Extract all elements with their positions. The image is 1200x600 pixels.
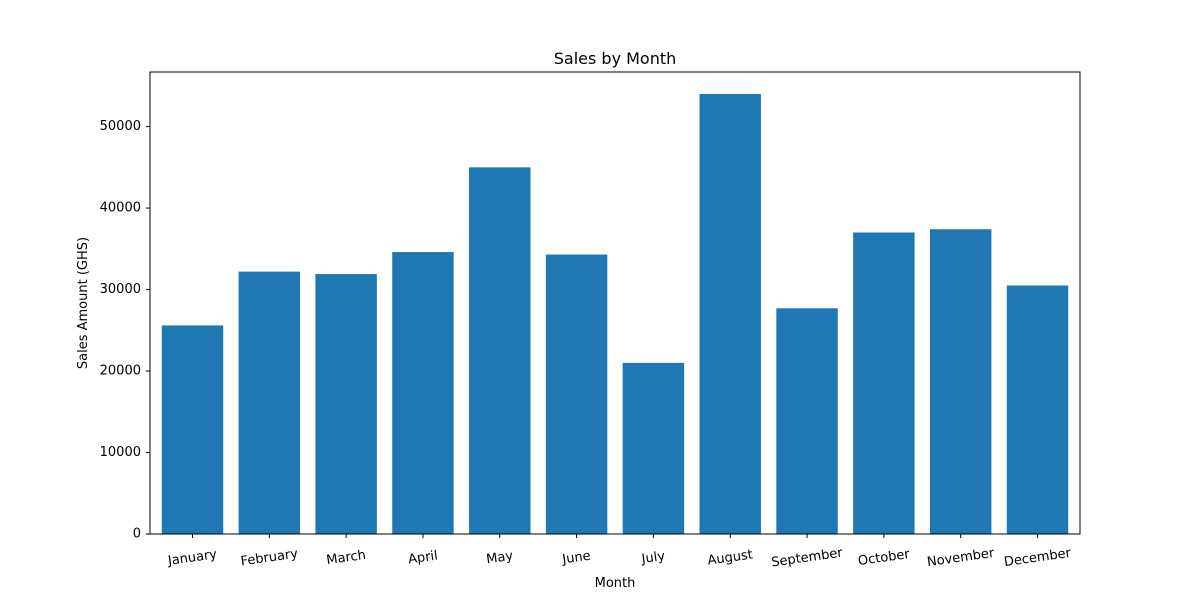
- x-tick-label: March: [325, 548, 366, 568]
- bar-october: [853, 232, 915, 534]
- bar-july: [622, 362, 685, 534]
- x-tick-label: September: [770, 545, 844, 570]
- x-tick-label: June: [561, 549, 592, 568]
- y-tick-label: 40000: [100, 201, 141, 216]
- y-tick-label: 50000: [100, 119, 141, 134]
- y-axis-ticks: 0 10000 20000 30000 40000 50000: [100, 119, 150, 542]
- bar-may: [469, 167, 531, 535]
- bar-april: [392, 252, 454, 534]
- y-axis-label: Sales Amount (GHS): [76, 237, 91, 369]
- bars-group: [161, 94, 1069, 535]
- x-tick-label: December: [1003, 546, 1072, 570]
- x-axis-label: Month: [595, 576, 636, 591]
- x-tick-label: February: [240, 547, 299, 570]
- bar-november: [929, 229, 992, 534]
- x-tick-label: April: [407, 549, 439, 568]
- bar-june: [545, 254, 608, 534]
- bar-december: [1006, 285, 1069, 534]
- y-tick-label: 30000: [100, 282, 141, 297]
- plot-frame: [149, 71, 1081, 535]
- x-tick-label: August: [707, 547, 754, 568]
- y-tick-label: 10000: [100, 445, 141, 460]
- x-tick-label: October: [857, 547, 911, 569]
- x-tick-label: November: [926, 546, 996, 570]
- bar-september: [776, 308, 838, 534]
- x-tick-label: July: [640, 549, 667, 567]
- x-axis-ticks: January February March April May June July Augu…: [166, 534, 1073, 570]
- x-tick-label: May: [485, 549, 514, 568]
- bar-march: [315, 274, 377, 534]
- x-tick-label: January: [166, 547, 218, 569]
- chart-title: Sales by Month: [554, 49, 677, 68]
- y-tick-label: 0: [133, 527, 141, 542]
- bar-february: [238, 271, 301, 534]
- bar-january: [161, 325, 224, 534]
- y-tick-label: 20000: [100, 364, 141, 379]
- bar-august: [699, 94, 761, 534]
